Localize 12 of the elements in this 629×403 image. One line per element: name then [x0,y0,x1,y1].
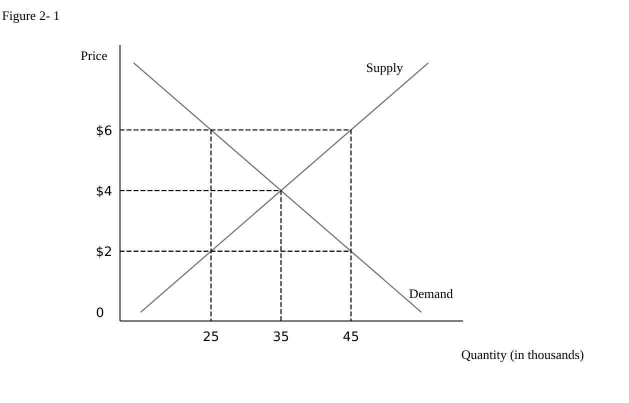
series-label: Demand [409,286,454,301]
series-label: Supply [366,60,404,76]
x-tick-label: 35 [272,330,290,345]
y-tick-label: $4 [96,184,112,200]
chart-title: Figure 2- 1 [2,8,60,23]
y-axis-title: Price [80,48,108,63]
x-tick-label: 25 [202,330,220,345]
x-tick-label: 45 [342,330,360,345]
y-tick-label: 0 [96,306,104,321]
y-tick-label: $2 [96,245,112,260]
x-axis-title: Quantity (in thousands) [461,347,584,362]
y-tick-label: $6 [96,124,112,139]
